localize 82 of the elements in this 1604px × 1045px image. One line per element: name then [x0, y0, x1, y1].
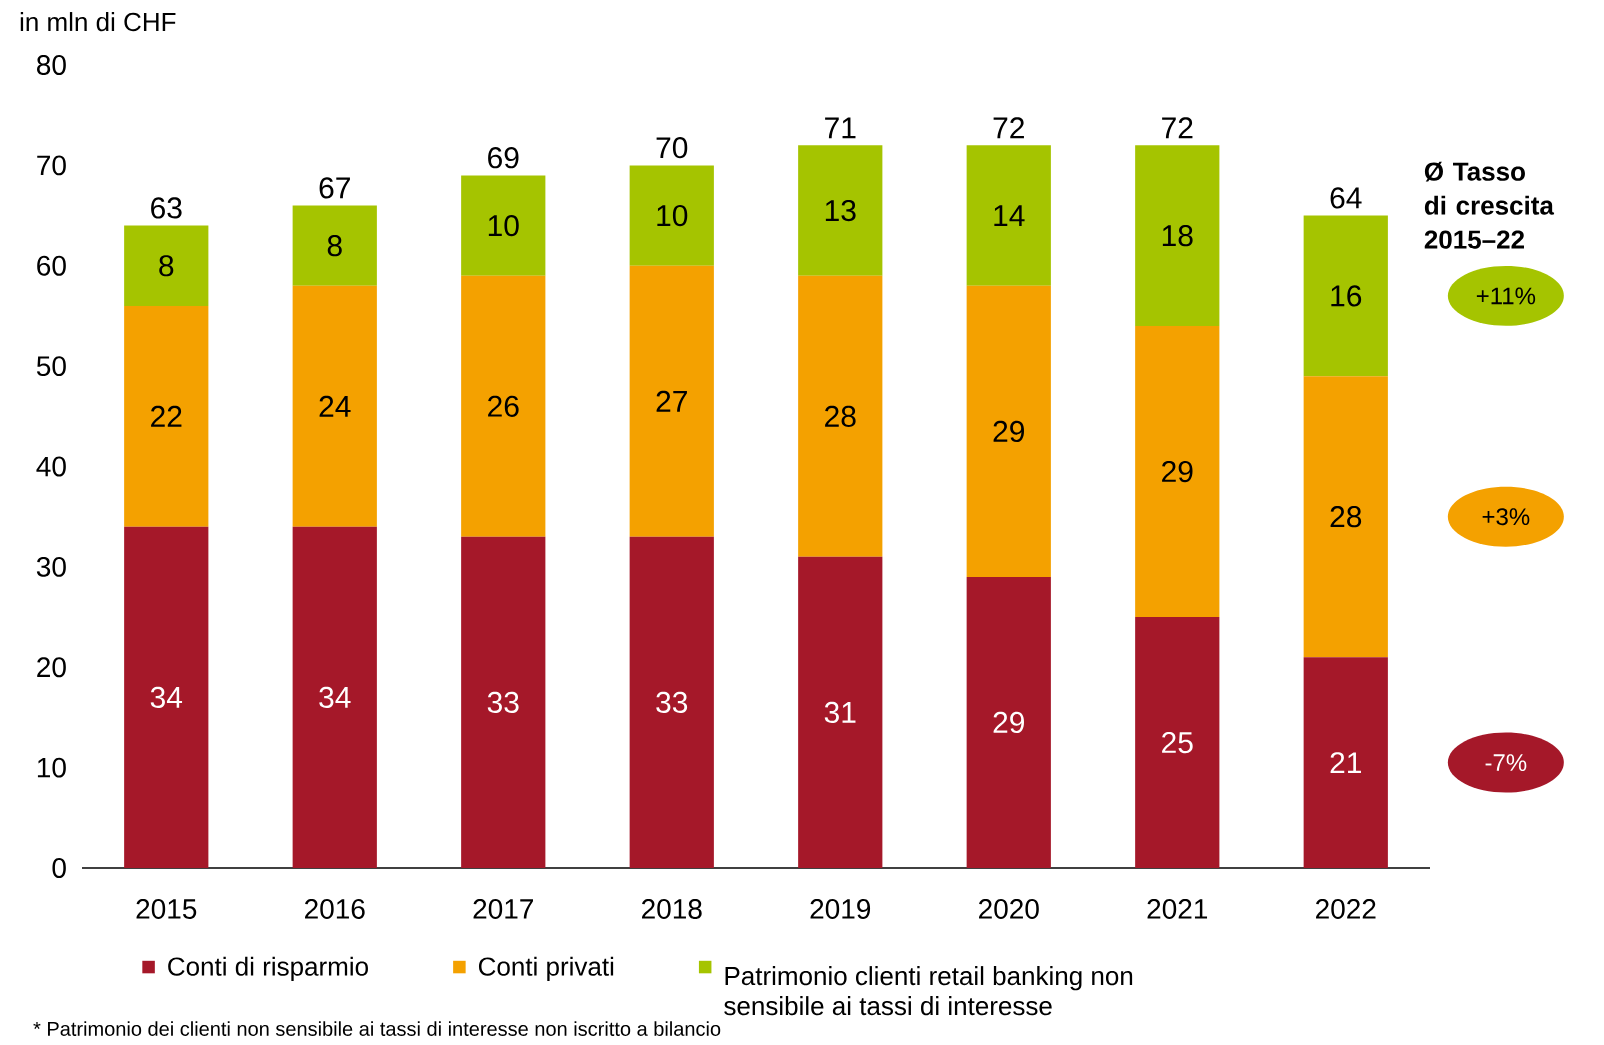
data-label: 14 [994, 205, 1025, 226]
data-label: 33 [487, 691, 519, 713]
total-label: 69 [488, 147, 519, 169]
total-label: 72 [1162, 117, 1193, 139]
data-label: 28 [1330, 506, 1362, 528]
y-tick-label: 60 [37, 255, 66, 276]
bar [461, 175, 546, 276]
bar [966, 576, 1051, 868]
data-label: 29 [993, 711, 1024, 734]
text: +11% [1476, 287, 1536, 305]
data-label: 31 [824, 701, 856, 724]
data-label: 18 [1162, 225, 1193, 247]
bar [1135, 617, 1220, 868]
bar [1303, 215, 1388, 377]
annotation: Ø Tasso di crescita 2015–22 [1424, 161, 1555, 249]
data-label: 16 [1331, 285, 1362, 307]
bar [966, 285, 1051, 577]
y-tick-label: 0 [52, 858, 66, 878]
y-tick-label: 20 [37, 657, 66, 678]
legend-label: Conti privati [478, 956, 614, 981]
data-label: 21 [1330, 752, 1361, 774]
data-label: 24 [319, 395, 351, 417]
y-axis-title: in mln di CHF [20, 12, 176, 32]
x-tick-label: 2022 [1316, 899, 1376, 919]
data-label: 34 [319, 686, 351, 708]
data-label: 22 [151, 405, 182, 427]
text: +3% [1482, 508, 1530, 526]
total-label: 64 [1330, 187, 1362, 209]
data-label: 10 [488, 214, 519, 237]
bar [1135, 145, 1220, 326]
y-tick-label: 70 [37, 155, 66, 176]
data-label: 26 [488, 395, 519, 417]
x-tick-label: 2016 [305, 899, 365, 919]
y-tick-label: 80 [37, 55, 66, 75]
data-label: 27 [656, 390, 687, 412]
bar [461, 536, 546, 868]
bar [798, 556, 883, 868]
bar [798, 275, 883, 557]
data-label: 28 [825, 405, 856, 427]
bar [629, 265, 714, 537]
total-label: 63 [151, 197, 182, 219]
bar [292, 205, 377, 286]
x-tick-label: 2015 [136, 899, 197, 919]
y-tick-label: 50 [36, 356, 66, 377]
x-tick-label: 2017 [473, 899, 533, 919]
bar [461, 275, 546, 537]
x-tick-label: 2021 [1147, 899, 1208, 919]
bar [124, 225, 209, 306]
bar [629, 165, 714, 266]
x-tick-label: 2019 [810, 899, 871, 919]
bar [798, 145, 883, 276]
y-tick-label: 30 [36, 556, 66, 577]
bar [1303, 657, 1388, 868]
legend-label: Patrimonio clienti retail banking non sensibile ai tassi di interesse [724, 966, 1133, 1016]
bar [966, 145, 1051, 286]
data-label: 8 [327, 235, 342, 257]
total-label: 71 [825, 117, 856, 139]
data-label: 29 [1162, 460, 1193, 483]
text: -7% [1485, 754, 1527, 771]
bar [1135, 325, 1220, 618]
data-label: 10 [657, 204, 688, 227]
data-label: 8 [159, 255, 174, 277]
x-tick-label: 2020 [979, 899, 1039, 919]
data-label: 33 [656, 691, 688, 713]
legend-label: Conti di risparmio [168, 956, 368, 981]
total-label: 70 [656, 137, 688, 159]
bar [1303, 376, 1388, 658]
bar [292, 285, 377, 527]
total-label: 67 [319, 177, 350, 199]
bar [292, 526, 377, 868]
data-label: 13 [825, 199, 856, 222]
data-label: 25 [1162, 731, 1193, 754]
bar [124, 305, 209, 527]
data-label: 34 [150, 686, 183, 708]
data-label: 29 [993, 420, 1024, 442]
bar [629, 536, 714, 868]
bar [124, 526, 209, 868]
y-tick-label: 10 [37, 757, 66, 778]
total-label: 72 [993, 117, 1024, 139]
text: * Patrimonio dei clienti non sensibile ai tassi di interesse non iscritto a bilancio [33, 1021, 721, 1036]
y-tick-label: 40 [36, 456, 66, 477]
x-tick-label: 2018 [642, 899, 702, 919]
